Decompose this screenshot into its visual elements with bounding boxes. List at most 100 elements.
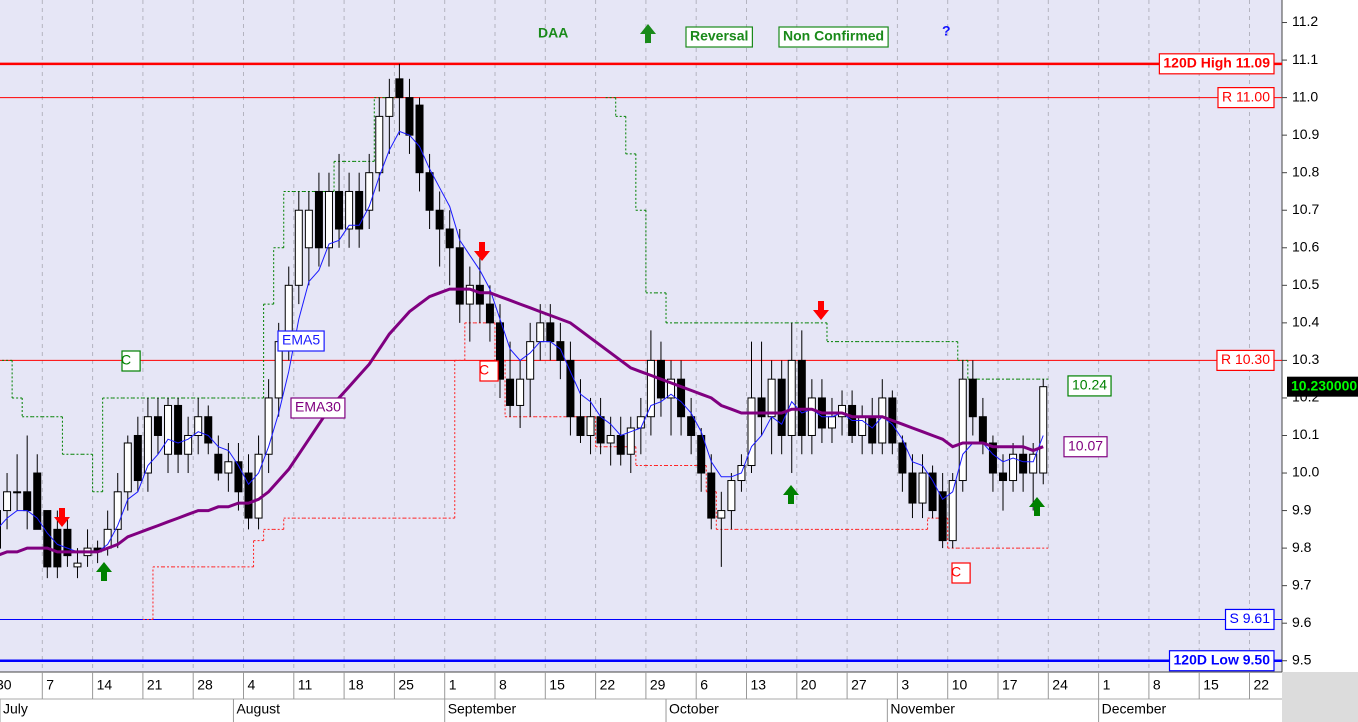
signal-marker: C bbox=[951, 564, 961, 580]
candle-body bbox=[697, 434, 706, 474]
candle-body bbox=[576, 416, 585, 436]
candle-body bbox=[133, 434, 142, 482]
series-label-box bbox=[290, 397, 346, 419]
candle-body bbox=[33, 472, 42, 530]
plot-area bbox=[0, 0, 1282, 672]
candle-body bbox=[616, 434, 625, 455]
month-label: September bbox=[448, 701, 517, 717]
ema-line bbox=[0, 287, 1044, 557]
candle-body bbox=[204, 416, 213, 444]
series-label: EMA30 bbox=[295, 399, 341, 415]
candle-body bbox=[757, 397, 766, 418]
candle-body bbox=[626, 427, 635, 455]
down-arrow bbox=[54, 508, 70, 527]
month-label: July bbox=[3, 701, 28, 717]
x-tick-label: 25 bbox=[398, 677, 414, 693]
candle-body bbox=[838, 404, 847, 418]
x-tick-label: 15 bbox=[1203, 677, 1219, 693]
candle-body bbox=[908, 472, 917, 504]
overlay: 9.59.69.79.89.910.010.110.210.310.410.51… bbox=[0, 13, 1358, 722]
candle-body bbox=[767, 378, 776, 418]
candle-body bbox=[73, 562, 82, 568]
last-price-label: 10.230000 bbox=[1291, 377, 1357, 393]
candle-body bbox=[455, 247, 464, 305]
candle-body bbox=[999, 472, 1007, 482]
candle-body bbox=[465, 284, 474, 305]
candle-body bbox=[858, 416, 867, 436]
candle-body bbox=[667, 378, 676, 399]
candle-body bbox=[53, 528, 62, 568]
series-label: EMA5 bbox=[282, 332, 320, 348]
x-tick-label: 8 bbox=[499, 677, 507, 693]
x-tick-label: 4 bbox=[248, 677, 256, 693]
candle-body bbox=[596, 416, 605, 444]
candle-body bbox=[898, 442, 907, 474]
candle-body bbox=[425, 172, 434, 211]
up-arrow bbox=[640, 24, 656, 43]
y-tick-label: 11.1 bbox=[1292, 51, 1318, 67]
level-label-box bbox=[1216, 349, 1275, 372]
y-tick-label: 10.3 bbox=[1292, 351, 1319, 367]
candle-body bbox=[174, 404, 183, 455]
candle-body bbox=[787, 359, 796, 436]
down-arrow bbox=[474, 242, 490, 261]
signal-marker: C bbox=[479, 362, 489, 378]
y-tick-label: 10.6 bbox=[1292, 238, 1319, 254]
candle-body bbox=[687, 416, 696, 436]
candle-body bbox=[928, 472, 937, 512]
level-label-box bbox=[1224, 608, 1275, 631]
y-tick-label: 9.6 bbox=[1292, 614, 1312, 630]
candle-body bbox=[807, 397, 816, 436]
candle-body bbox=[546, 322, 555, 343]
candle-body bbox=[244, 472, 253, 519]
candle-body bbox=[345, 190, 354, 230]
x-tick-label: 1 bbox=[449, 677, 457, 693]
month-label: October bbox=[669, 701, 719, 717]
x-tick-label: 7 bbox=[46, 677, 54, 693]
x-tick-label: 22 bbox=[600, 677, 616, 693]
y-tick-label: 10.5 bbox=[1292, 276, 1319, 292]
candle-body bbox=[113, 491, 122, 530]
x-tick-label: 22 bbox=[1254, 677, 1270, 693]
candle-body bbox=[234, 461, 243, 493]
up-arrow bbox=[1029, 497, 1045, 516]
candle-body bbox=[13, 491, 22, 494]
candle-body bbox=[335, 190, 344, 230]
value-tag: 10.07 bbox=[1068, 437, 1103, 453]
candle-body bbox=[707, 472, 716, 519]
candle-body bbox=[485, 303, 494, 324]
candle-body bbox=[63, 528, 72, 557]
candle-body bbox=[435, 209, 444, 230]
grid bbox=[41, 0, 1250, 672]
y-tick-label: 10.0 bbox=[1292, 464, 1319, 480]
candle-body bbox=[958, 378, 967, 482]
level-label: R 10.30 bbox=[1221, 351, 1270, 367]
candle-body bbox=[1009, 453, 1018, 482]
candle-body bbox=[496, 322, 504, 380]
candle-body bbox=[586, 416, 595, 436]
value-tag: 10.24 bbox=[1072, 377, 1107, 393]
candle-body bbox=[405, 97, 414, 136]
x-tick-label: 3 bbox=[901, 677, 909, 693]
candle-body bbox=[304, 209, 313, 249]
annotation-box bbox=[778, 26, 889, 48]
y-tick-label: 11.2 bbox=[1292, 13, 1318, 29]
candle-body bbox=[878, 397, 887, 444]
candle-body bbox=[1029, 453, 1038, 474]
candle-body bbox=[184, 434, 193, 455]
candle-body bbox=[194, 416, 203, 436]
candle-body bbox=[475, 284, 484, 305]
month-label: November bbox=[890, 701, 955, 717]
candle-body bbox=[415, 104, 424, 174]
x-tick-label: 6 bbox=[700, 677, 708, 693]
y-tick-label: 9.5 bbox=[1292, 651, 1312, 667]
candle-body bbox=[1019, 453, 1028, 474]
y-tick-label: 11.0 bbox=[1292, 88, 1318, 104]
candle-body bbox=[978, 416, 987, 444]
candle-body bbox=[1039, 386, 1048, 474]
candle-body bbox=[395, 78, 404, 99]
level-label-box bbox=[1168, 650, 1275, 672]
level-label: R 11.00 bbox=[1222, 88, 1270, 104]
